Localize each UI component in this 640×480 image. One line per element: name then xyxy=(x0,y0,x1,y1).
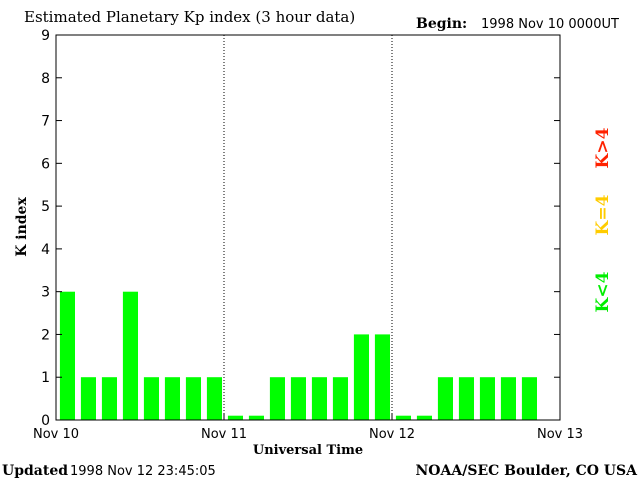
x-tick-label: Nov 13 xyxy=(537,427,583,442)
y-tick-label: 0 xyxy=(41,413,50,429)
y-axis-label: K index xyxy=(14,197,30,257)
kp-bar xyxy=(311,377,327,420)
kp-bar xyxy=(206,377,222,420)
kp-bar xyxy=(437,377,453,420)
kp-bar xyxy=(269,377,285,420)
source-credit: NOAA/SEC Boulder, CO USA xyxy=(416,463,639,479)
x-tick-label: Nov 11 xyxy=(201,427,247,442)
kp-bar xyxy=(59,291,75,420)
begin-label: Begin: xyxy=(416,16,467,32)
kp-bar xyxy=(164,377,180,420)
chart-title: Estimated Planetary Kp index (3 hour dat… xyxy=(24,8,355,26)
kp-bar xyxy=(80,377,96,420)
y-tick-label: 3 xyxy=(41,285,50,301)
kp-bar xyxy=(500,377,516,420)
kp-bar xyxy=(521,377,537,420)
y-tick-label: 5 xyxy=(41,199,50,215)
begin-value: 1998 Nov 10 0000UT xyxy=(481,17,619,32)
kp-bar xyxy=(290,377,306,420)
y-tick-label: 9 xyxy=(41,28,50,44)
kp-bar xyxy=(479,377,495,420)
y-axis-ticks: 0 1 2 3 4 5 6 7 8 9 xyxy=(41,28,560,429)
x-axis-ticks: Nov 10 Nov 11 Nov 12 Nov 13 xyxy=(33,414,583,442)
legend-entry: K<4 xyxy=(593,271,613,312)
day-dividers xyxy=(223,35,393,420)
kp-bar xyxy=(395,415,411,420)
legend: K<4 K=4 K>4 xyxy=(593,127,613,312)
x-tick-label: Nov 12 xyxy=(369,427,415,442)
x-axis-label: Universal Time xyxy=(253,443,363,458)
updated-value: 1998 Nov 12 23:45:05 xyxy=(70,464,216,479)
y-tick-label: 2 xyxy=(41,327,50,343)
kp-bar xyxy=(185,377,201,420)
y-tick-label: 1 xyxy=(41,370,50,386)
kp-bar xyxy=(143,377,159,420)
kp-bar xyxy=(374,334,390,420)
legend-entry: K=4 xyxy=(593,194,613,235)
y-tick-label: 6 xyxy=(41,156,50,172)
legend-entry: K>4 xyxy=(593,127,613,168)
kp-bar xyxy=(332,377,348,420)
kp-bar xyxy=(101,377,117,420)
bars-layer xyxy=(59,291,537,420)
updated-label: Updated xyxy=(2,463,68,479)
kp-bar xyxy=(122,291,138,420)
kp-bar xyxy=(227,415,243,420)
y-tick-label: 7 xyxy=(41,114,50,130)
y-tick-label: 8 xyxy=(41,71,50,87)
kp-bar xyxy=(416,415,432,420)
x-tick-label: Nov 10 xyxy=(33,427,79,442)
kp-bar xyxy=(458,377,474,420)
y-tick-label: 4 xyxy=(41,242,50,258)
kp-bar xyxy=(248,415,264,420)
kp-bar xyxy=(353,334,369,420)
plot-frame xyxy=(55,34,561,421)
